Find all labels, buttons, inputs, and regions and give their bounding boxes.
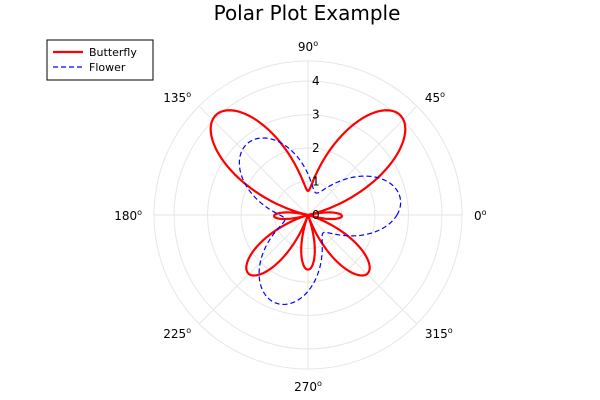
- legend-box: [46, 39, 154, 81]
- radial-tick-label-4: 4: [312, 74, 320, 88]
- legend: Butterfly Flower: [46, 39, 154, 81]
- angle-label-45: 45o: [425, 90, 445, 105]
- legend-label-flower: Flower: [89, 61, 126, 74]
- angular-tick-labels: 0o 45o 90o 135o 180o 225o 270o 315o: [114, 39, 486, 394]
- angle-label-180: 180o: [114, 208, 142, 223]
- radial-tick-label-0: 0: [312, 208, 320, 222]
- angular-grid-line-225: [198, 214, 309, 325]
- series-flower-line: [238, 137, 402, 306]
- series-layer: [209, 109, 407, 306]
- angular-grid-line-45: [307, 105, 418, 216]
- radial-tick-label-3: 3: [312, 108, 320, 122]
- legend-label-butterfly: Butterfly: [89, 46, 137, 59]
- angular-grid-line-135: [198, 105, 309, 216]
- angle-label-0: 0o: [474, 208, 487, 223]
- chart-title: Polar Plot Example: [214, 1, 401, 25]
- radial-tick-label-1: 1: [312, 175, 320, 189]
- angle-label-315: 315o: [425, 326, 453, 341]
- angle-label-225: 225o: [163, 326, 191, 341]
- polar-grid: [153, 60, 463, 370]
- series-butterfly-line: [209, 109, 407, 277]
- angle-label-90: 90o: [298, 39, 318, 54]
- radial-tick-labels: 0 1 2 3 4: [312, 74, 320, 222]
- angular-grid-line-315: [307, 214, 418, 325]
- radial-tick-label-2: 2: [312, 141, 320, 155]
- angle-label-135: 135o: [163, 90, 191, 105]
- angle-label-270: 270o: [294, 379, 322, 394]
